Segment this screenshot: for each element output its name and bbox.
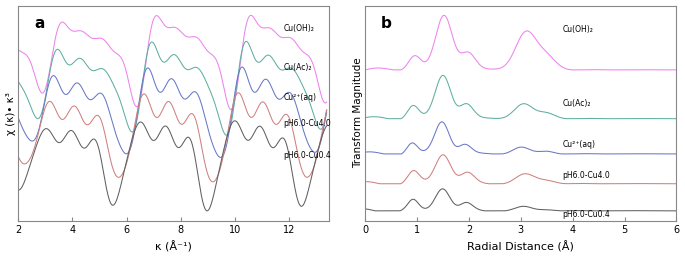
- Text: Cu(Ac)₂: Cu(Ac)₂: [284, 63, 312, 71]
- Text: Cu(OH)₂: Cu(OH)₂: [562, 25, 593, 34]
- Text: pH6.0-Cu0.4: pH6.0-Cu0.4: [284, 151, 331, 160]
- Text: Cu²⁺(aq): Cu²⁺(aq): [284, 93, 316, 102]
- Text: Cu²⁺(aq): Cu²⁺(aq): [562, 140, 595, 149]
- Y-axis label: χ (κ)• κ³: χ (κ)• κ³: [5, 92, 16, 134]
- Text: Cu(OH)₂: Cu(OH)₂: [284, 25, 314, 34]
- Text: pH6.0-Cu4.0: pH6.0-Cu4.0: [562, 171, 610, 180]
- Y-axis label: Transform Magnitude: Transform Magnitude: [353, 58, 362, 168]
- Text: Cu(Ac)₂: Cu(Ac)₂: [562, 99, 591, 108]
- Text: pH6.0-Cu0.4: pH6.0-Cu0.4: [562, 211, 610, 219]
- X-axis label: κ (Å⁻¹): κ (Å⁻¹): [155, 241, 192, 252]
- Text: pH6.0-Cu4.0: pH6.0-Cu4.0: [284, 119, 331, 128]
- Text: b: b: [381, 16, 392, 31]
- X-axis label: Radial Distance (Å): Radial Distance (Å): [467, 241, 574, 252]
- Text: a: a: [34, 16, 45, 31]
